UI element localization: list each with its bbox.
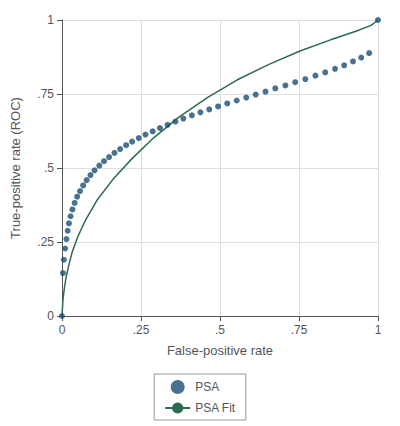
svg-text:PSA: PSA [195,380,219,394]
svg-text:.5: .5 [215,323,225,337]
svg-text:.75: .75 [291,323,308,337]
svg-text:1: 1 [47,13,54,27]
svg-text:.5: .5 [44,161,54,175]
svg-text:0: 0 [47,309,54,323]
svg-text:0: 0 [59,323,66,337]
svg-text:1: 1 [375,323,382,337]
svg-text:PSA Fit: PSA Fit [195,401,236,415]
svg-text:True-positive rate (ROC): True-positive rate (ROC) [8,97,23,239]
svg-text:.25: .25 [37,235,54,249]
svg-text:False-positive rate: False-positive rate [167,343,273,358]
svg-text:.25: .25 [133,323,150,337]
svg-text:.75: .75 [37,87,54,101]
